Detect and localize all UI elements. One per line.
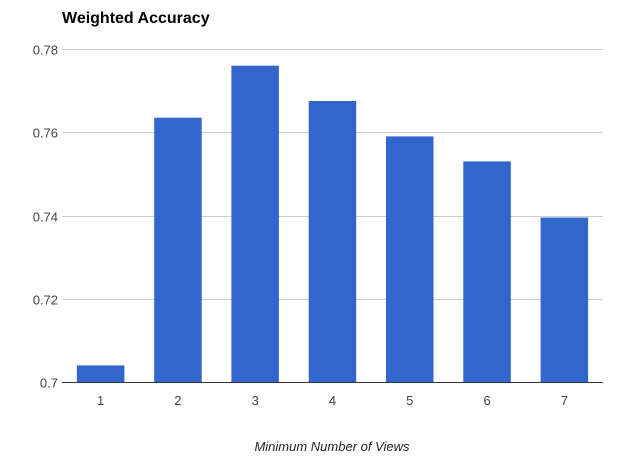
- x-tick-label: 4: [329, 393, 336, 408]
- bar-1: [76, 365, 125, 382]
- x-tick-label: 3: [252, 393, 259, 408]
- x-tick-label: 1: [97, 393, 104, 408]
- chart-title: Weighted Accuracy: [62, 10, 210, 27]
- bar-7: [540, 217, 589, 382]
- x-axis-label: Minimum Number of Views: [254, 439, 410, 454]
- y-tick-label: 0.7: [40, 376, 58, 391]
- y-tick-label: 0.72: [33, 293, 58, 308]
- x-tick-label: 2: [174, 393, 181, 408]
- y-axis-tick-labels: 0.7 0.72 0.74 0.76 0.78: [33, 43, 58, 391]
- bar-4: [308, 101, 357, 382]
- x-tick-label: 6: [483, 393, 490, 408]
- x-tick-label: 5: [406, 393, 413, 408]
- bar-6: [463, 161, 511, 382]
- bar-5: [386, 136, 434, 382]
- bars: [76, 65, 589, 382]
- y-tick-label: 0.74: [33, 210, 58, 225]
- bar-2: [154, 117, 202, 382]
- x-axis-tick-labels: 1 2 3 4 5 6 7: [97, 393, 568, 408]
- y-tick-label: 0.76: [33, 126, 58, 141]
- bar-3: [231, 65, 279, 382]
- x-tick-label: 7: [561, 393, 568, 408]
- y-tick-label: 0.78: [33, 43, 58, 58]
